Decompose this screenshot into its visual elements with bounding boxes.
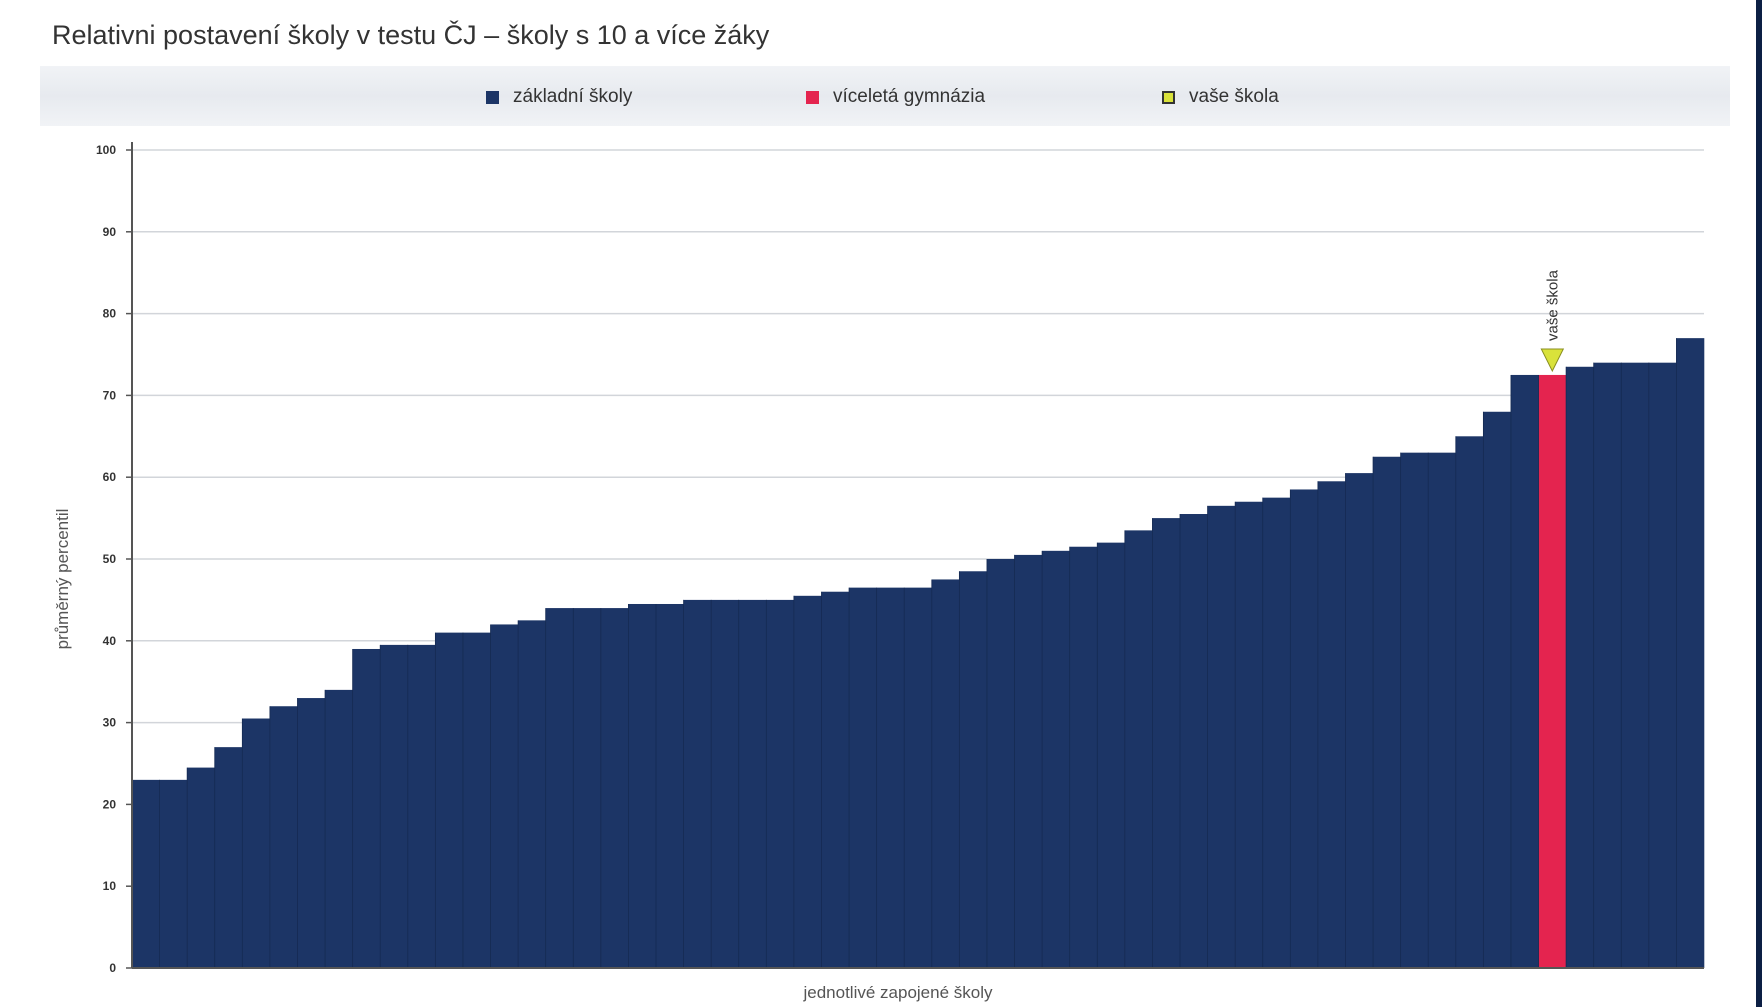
bar [297,698,326,968]
bar [1483,411,1512,968]
bar [849,587,877,968]
right-edge-border [1756,0,1762,1007]
bar [904,587,933,968]
bar [380,644,409,968]
bar [518,620,546,968]
y-tick-label: 70 [103,388,117,402]
legend-item-basic-schools: základní školy [486,86,632,108]
legend-label-gymnasia: víceletá gymnázia [833,86,986,107]
bar [876,587,905,968]
bar [1152,518,1181,968]
bar [1014,554,1043,968]
bar [462,632,491,968]
bar [1566,366,1594,968]
x-axis-title: jednotlivé zapojené školy [802,983,993,1002]
bar [352,648,381,968]
y-tick-label: 80 [103,307,117,321]
y-tick-label: 60 [103,470,117,484]
bar [600,608,629,968]
bar [214,747,243,968]
bar [1124,530,1153,968]
bar [1042,550,1070,968]
y-tick-label: 30 [103,716,117,730]
bar [1676,338,1705,968]
bar [711,599,740,968]
bar [1593,362,1622,968]
y-tick-label: 10 [103,879,117,893]
bar [545,608,574,968]
bar [1400,452,1429,968]
legend-label-basic-schools: základní školy [513,86,633,107]
your-school-marker-label: vaše škola [1544,269,1561,341]
bar-highlight [1538,374,1567,968]
bar [793,595,822,968]
bar [821,591,850,968]
bar [1290,489,1319,968]
y-tick-label: 90 [103,225,117,239]
bar [1345,473,1374,968]
bar [1180,514,1208,968]
bar [683,599,712,968]
y-tick-label: 0 [109,961,116,975]
bar [325,689,353,968]
bar [1428,452,1457,968]
legend-band [40,66,1730,126]
bar [656,603,684,968]
bar [959,571,988,968]
bar [1069,546,1098,968]
bar [1510,374,1539,968]
bar [1262,497,1291,968]
bar [242,718,271,968]
bar [407,644,436,968]
bar [931,579,960,968]
your-school-marker [1540,348,1565,373]
bar [1455,436,1484,968]
bar [1621,362,1650,968]
bar [132,779,160,968]
y-tick-label: 40 [103,634,117,648]
chart-title: Relativni postavení školy v testu ČJ – š… [52,20,770,50]
bar [1207,505,1236,968]
bar [1317,481,1346,968]
bar [986,559,1015,968]
bar [1097,542,1126,968]
legend-item-gymnasia: víceletá gymnázia [806,86,985,108]
y-tick-label: 20 [103,797,117,811]
bar [1235,501,1264,968]
legend-item-your-school: vaše škola [1162,86,1279,108]
legend-swatch-gymnasia [806,90,819,104]
bar [766,599,795,968]
legend-label-your-school: vaše škola [1189,86,1279,107]
bar [1373,456,1401,968]
y-tick-label: 50 [103,552,117,566]
legend-swatch-basic-schools [486,90,499,104]
bar [269,706,298,968]
y-tick-label: 100 [96,143,116,157]
y-axis-title: průměrný percentil [53,509,72,650]
bar [738,599,767,968]
legend-swatch-your-school [1162,90,1175,104]
bar [628,603,657,968]
bar [435,632,464,968]
bar [159,779,188,968]
bar [1648,362,1677,968]
bar [187,767,216,968]
bar [490,624,519,968]
bar [573,608,602,968]
